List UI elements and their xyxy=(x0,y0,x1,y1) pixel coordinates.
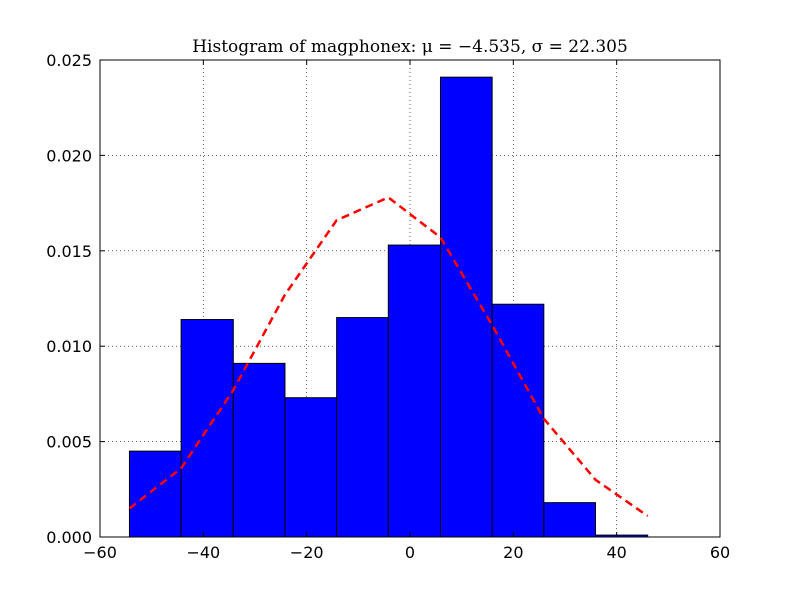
y-tick-label: 0.025 xyxy=(46,51,92,70)
histogram-bar xyxy=(387,244,441,538)
x-tick-label: −60 xyxy=(83,543,117,562)
histogram-bar xyxy=(439,76,493,538)
y-tick-labels: 0.000 0.005 0.010 0.015 0.020 0.025 xyxy=(46,51,92,547)
y-tick-label: 0.020 xyxy=(46,146,92,165)
y-tick-label: 0.015 xyxy=(46,242,92,261)
x-tick-labels: −60 −40 −20 0 20 40 60 xyxy=(83,543,730,562)
y-tick-label: 0.005 xyxy=(46,433,92,452)
chart-title: Histogram of magphonex: μ = −4.535, σ = … xyxy=(192,37,628,57)
histogram-bar xyxy=(232,362,286,538)
x-tick-label: 0 xyxy=(405,543,415,562)
histogram-bar xyxy=(284,397,338,538)
x-tick-label: 40 xyxy=(606,543,626,562)
y-tick-label: 0.000 xyxy=(46,528,92,547)
axis-ticks xyxy=(99,59,721,538)
histogram-bar xyxy=(336,317,389,538)
histogram-bar xyxy=(543,502,596,538)
x-tick-label: −20 xyxy=(290,543,324,562)
x-tick-label: 20 xyxy=(503,543,523,562)
grid xyxy=(100,60,720,537)
histogram-bar xyxy=(180,318,234,538)
x-tick-label: 60 xyxy=(710,543,730,562)
x-tick-label: −40 xyxy=(186,543,220,562)
histogram-bar xyxy=(128,450,182,538)
fit-curve-line xyxy=(128,195,649,518)
y-tick-label: 0.010 xyxy=(46,337,92,356)
fit-curve xyxy=(128,195,649,518)
histogram-bars xyxy=(128,76,649,538)
